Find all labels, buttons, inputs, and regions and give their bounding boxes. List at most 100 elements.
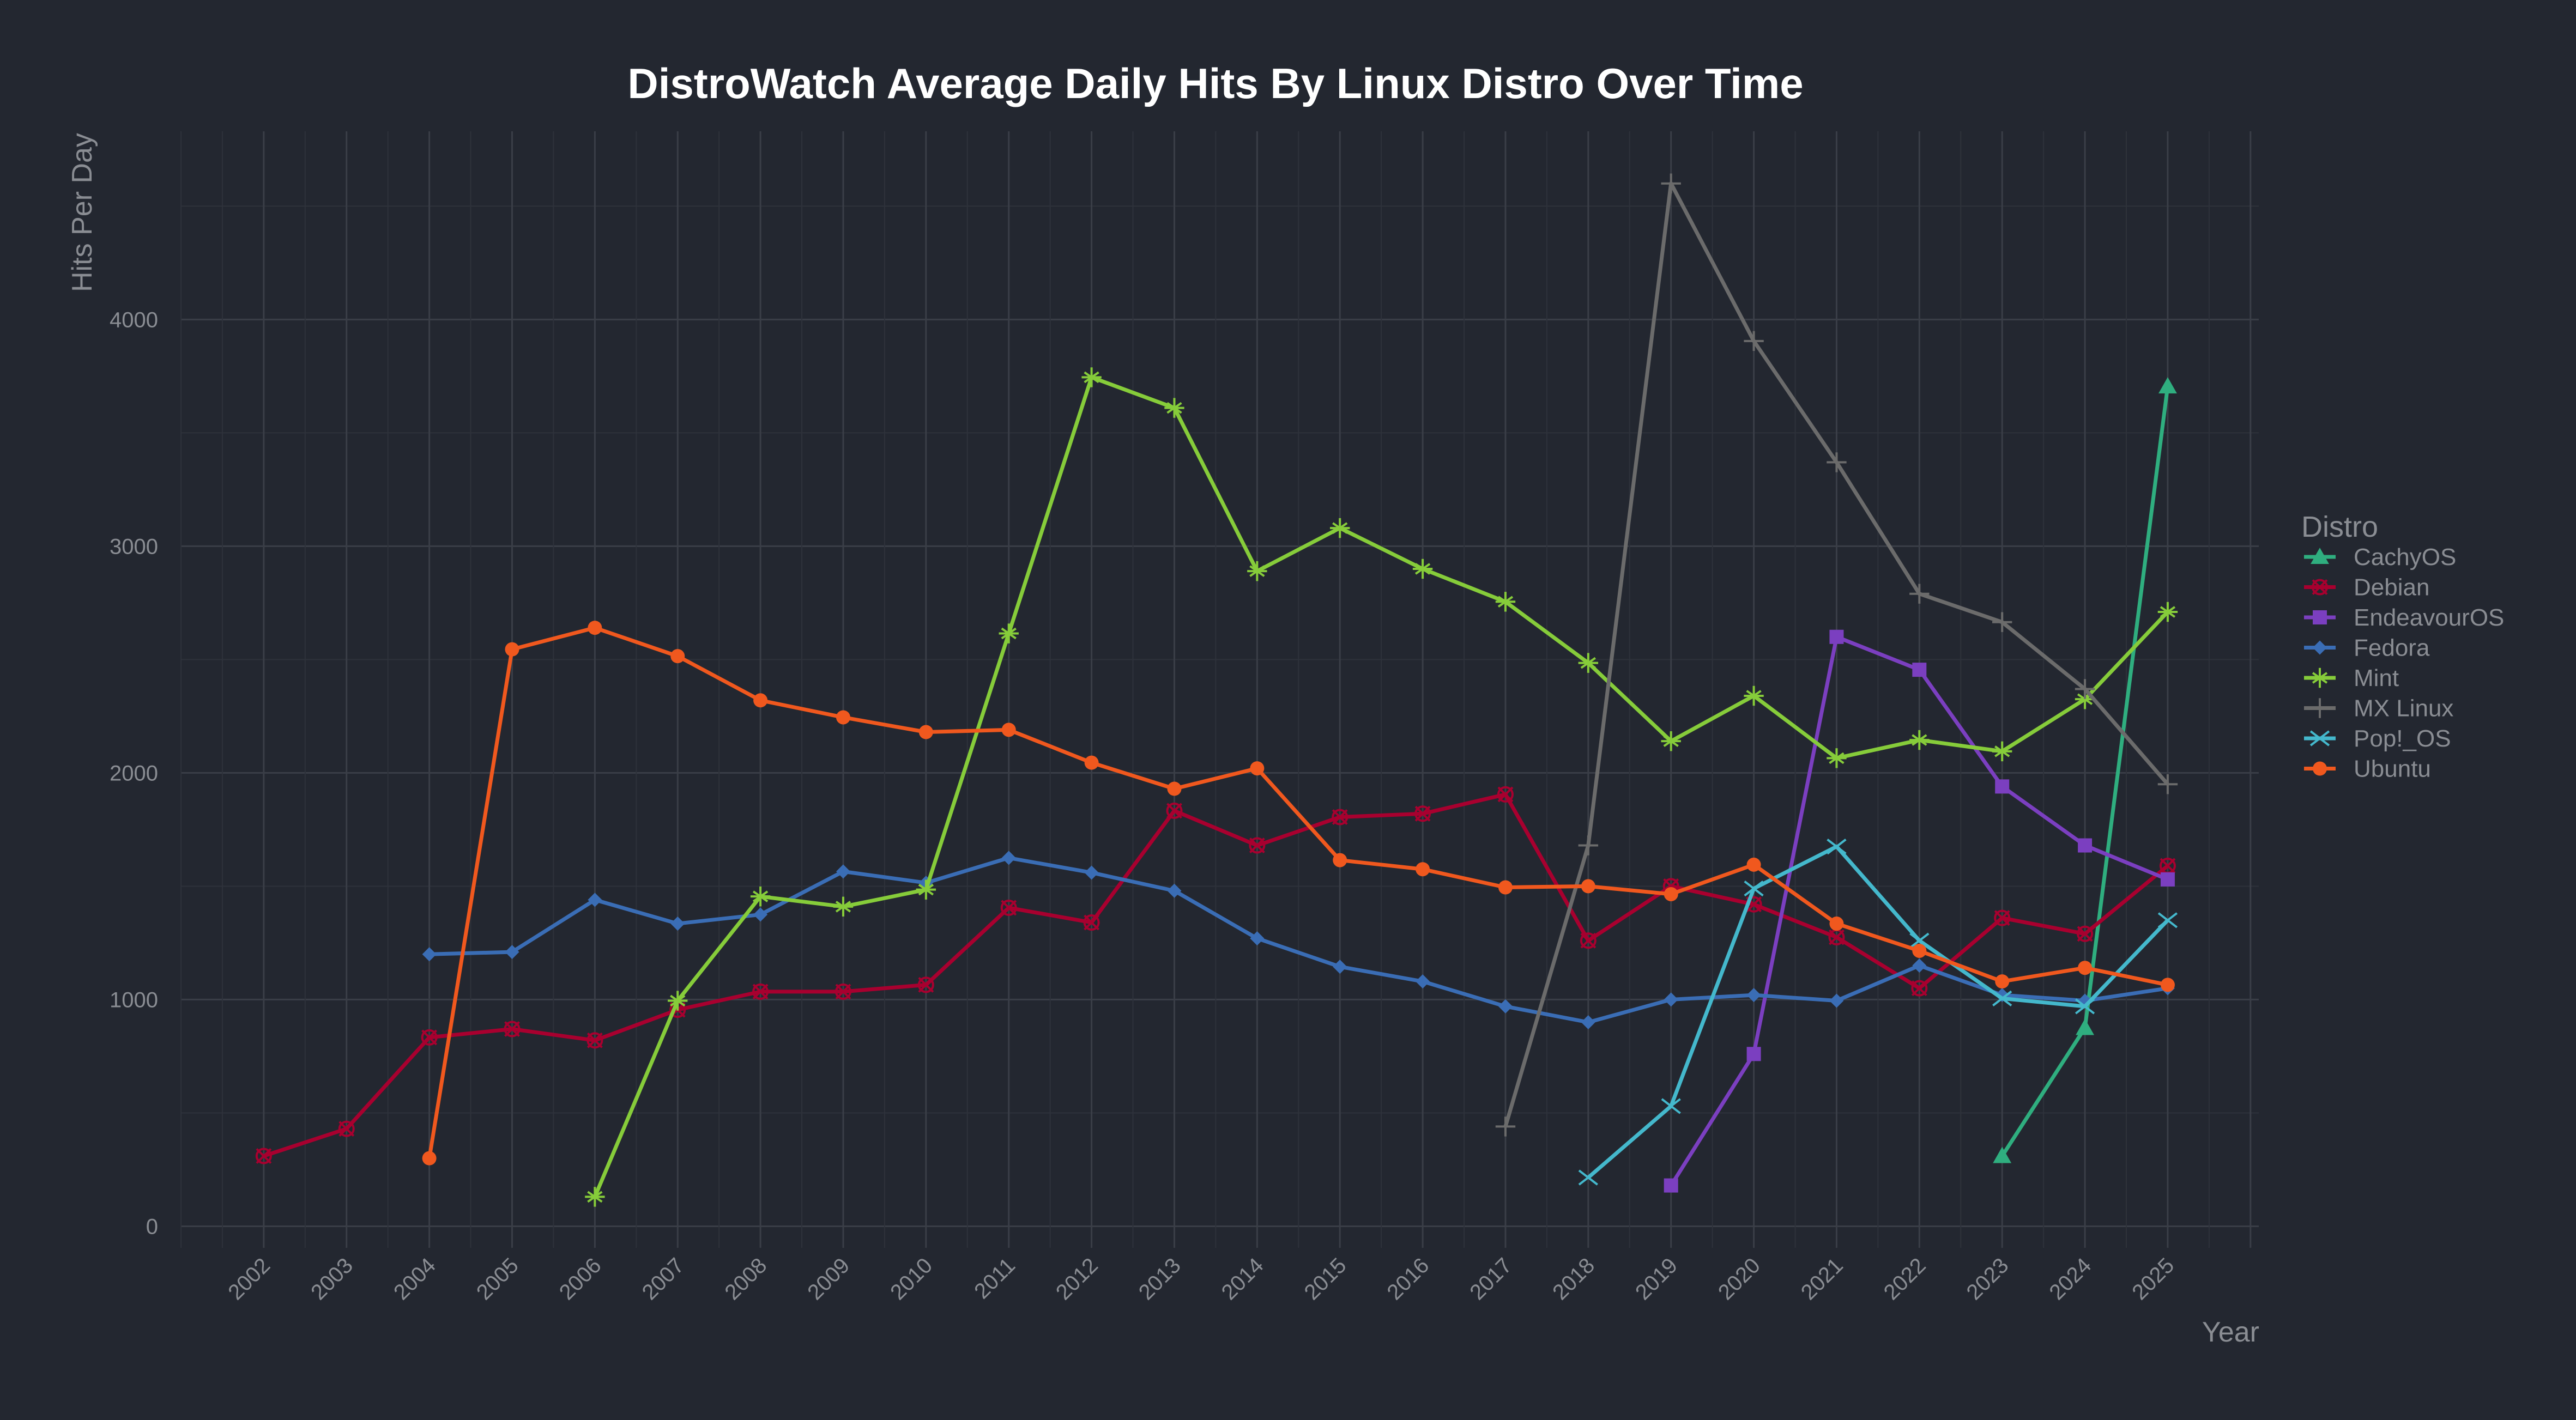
x-marker [1827, 839, 1847, 855]
circle-marker [2077, 925, 2094, 942]
data-point-ubuntu [1829, 917, 1844, 931]
data-point-mx-linux [2157, 774, 2178, 794]
circle-marker [1581, 879, 1595, 894]
data-point-pop-os [1744, 880, 1764, 897]
asterisk-marker [1992, 741, 2012, 762]
x-marker [752, 984, 769, 1000]
data-point-mx-linux [1578, 835, 1599, 855]
legend-label: EndeavourOS [2354, 604, 2504, 631]
circle-marker [1084, 755, 1099, 770]
series-endeavouros [1664, 629, 2175, 1193]
x-marker [2312, 579, 2328, 595]
plus-marker [2309, 698, 2330, 718]
data-point-debian [1166, 802, 1183, 819]
diamond-marker [1746, 988, 1761, 1003]
x-marker [1994, 910, 2010, 926]
legend-marker-icon [2309, 730, 2330, 747]
data-point-mx-linux [1744, 331, 1764, 351]
data-point-ubuntu [1912, 943, 1927, 958]
y-tick-label: 2000 [110, 761, 158, 785]
data-point-debian [421, 1029, 438, 1046]
asterisk-marker [2309, 667, 2330, 688]
x-marker [1992, 990, 2012, 1006]
circle-marker [1497, 786, 1514, 803]
data-point-mint [916, 879, 936, 900]
circle-marker [1167, 781, 1182, 796]
legend-marker-icon [2313, 761, 2327, 776]
square-marker [1664, 1178, 1678, 1193]
data-point-ubuntu [1746, 857, 1761, 872]
asterisk-marker [833, 896, 854, 917]
data-point-pop-os [1578, 1169, 1598, 1186]
data-point-endeavouros [2160, 872, 2175, 887]
circle-marker [1994, 909, 2011, 926]
data-point-ubuntu [1498, 880, 1513, 895]
plus-marker [1661, 173, 1681, 193]
data-point-mint [1992, 741, 2012, 762]
data-point-debian [835, 983, 851, 1000]
data-point-fedora [836, 864, 850, 879]
x-marker [504, 1021, 520, 1037]
data-point-fedora [505, 945, 519, 960]
circle-marker [1332, 809, 1349, 826]
data-point-debian [586, 1032, 603, 1049]
series-mx-linux [1495, 173, 2178, 1137]
series-cachyos [1993, 377, 2177, 1163]
diamond-marker [753, 907, 768, 922]
data-point-fedora [1416, 974, 1430, 989]
data-point-ubuntu [2160, 978, 2175, 992]
x-marker [1744, 880, 1764, 897]
data-point-fedora [1084, 865, 1099, 880]
x-marker [1580, 932, 1597, 949]
data-point-ubuntu [1581, 879, 1595, 894]
legend-label: MX Linux [2354, 695, 2453, 722]
circle-marker [1580, 932, 1597, 949]
series-fedora [422, 851, 2175, 1030]
data-point-fedora [1001, 851, 1016, 865]
legend-marker-icon [2312, 579, 2328, 596]
data-point-debian [338, 1120, 355, 1137]
asterisk-marker [1164, 398, 1184, 418]
legend-item-cachyos: CachyOS [2304, 544, 2456, 571]
data-point-mint [833, 896, 854, 917]
legend-marker-icon [2311, 548, 2329, 564]
plus-marker [1909, 584, 1930, 604]
data-point-pop-os [1992, 990, 2012, 1006]
circle-marker [917, 976, 934, 993]
data-point-endeavouros [1995, 779, 2010, 794]
line-fedora [429, 855, 2168, 1024]
data-point-mx-linux [1992, 612, 2012, 632]
data-point-mint [1661, 731, 1681, 751]
legend-label: Ubuntu [2354, 756, 2431, 782]
data-point-ubuntu [836, 710, 850, 725]
data-point-mint [2075, 689, 2095, 709]
data-point-mint [1744, 685, 1764, 706]
plus-marker [1744, 331, 1764, 351]
data-point-fedora [1664, 992, 1678, 1007]
circle-marker [504, 1021, 521, 1037]
plus-marker [1495, 1116, 1516, 1137]
circle-marker [1414, 805, 1431, 822]
triangle-marker [2311, 548, 2329, 564]
data-point-debian [1497, 786, 1514, 803]
data-point-mint [999, 623, 1019, 644]
asterisk-marker [1412, 559, 1433, 579]
y-tick-label: 3000 [110, 535, 158, 559]
diamond-marker [1084, 865, 1099, 880]
circle-marker [2078, 961, 2093, 975]
x-marker [1578, 1169, 1598, 1186]
circle-marker [422, 1151, 437, 1166]
data-point-fedora [753, 907, 768, 922]
data-point-mint [750, 886, 771, 907]
legend-label: Mint [2354, 665, 2399, 691]
asterisk-marker [1247, 561, 1267, 581]
legend-item-endeavouros: EndeavourOS [2304, 604, 2504, 631]
circle-marker [752, 983, 769, 1000]
circle-marker [1083, 914, 1100, 931]
data-point-ubuntu [1001, 723, 1016, 737]
circle-marker [670, 649, 685, 664]
data-point-mint [668, 991, 688, 1011]
asterisk-marker [1495, 592, 1516, 612]
series-group [255, 173, 2178, 1207]
